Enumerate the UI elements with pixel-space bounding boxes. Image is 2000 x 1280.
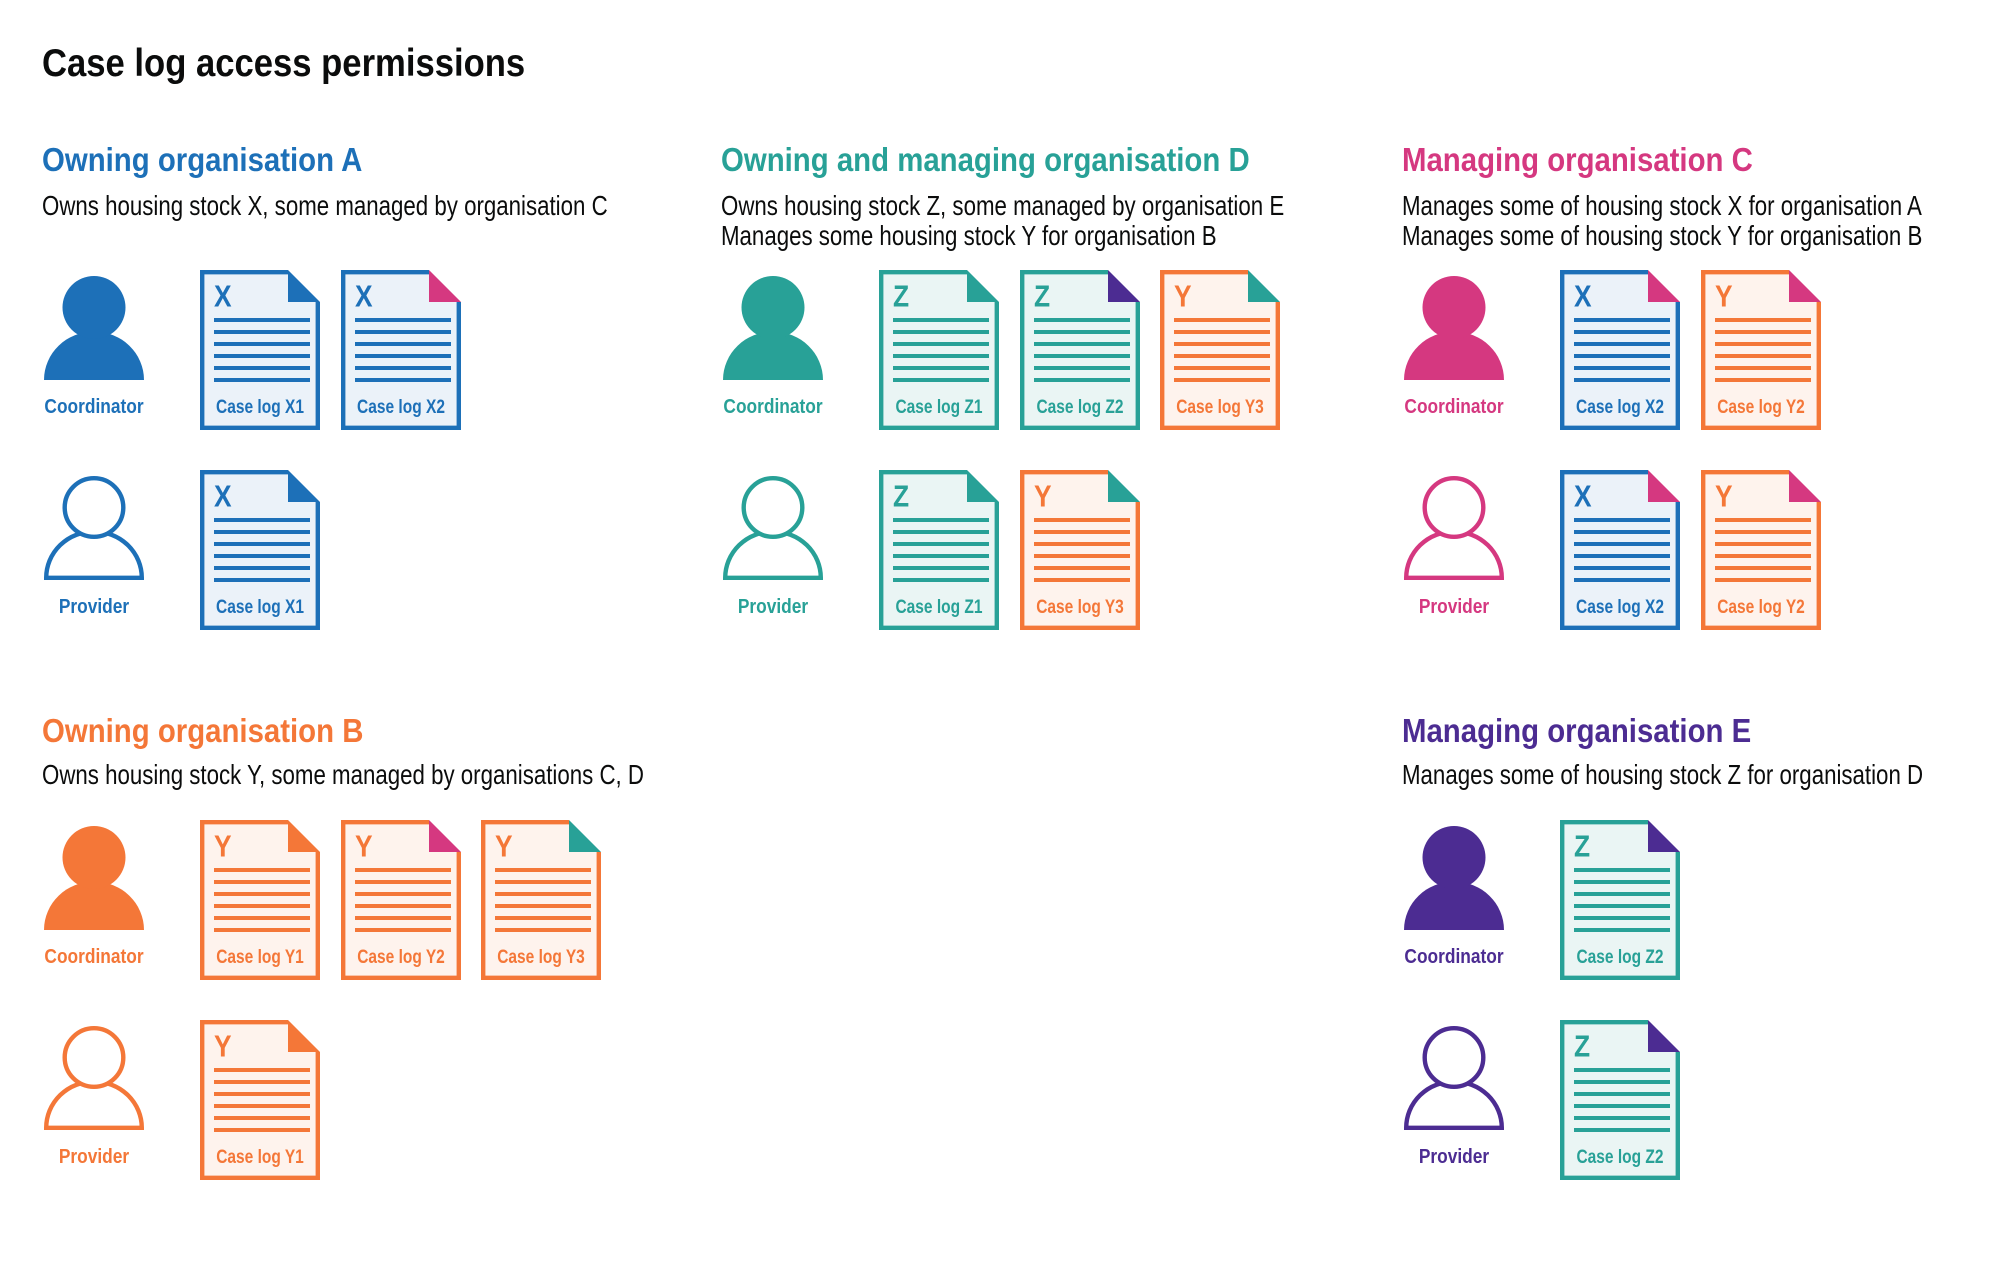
svg-text:Case log X2: Case log X2 — [1576, 395, 1664, 417]
svg-text:Case log Z2: Case log Z2 — [1576, 1145, 1663, 1167]
svg-text:Provider: Provider — [1419, 596, 1490, 619]
svg-text:Case log Y1: Case log Y1 — [216, 945, 304, 967]
svg-text:Z: Z — [1574, 830, 1590, 864]
svg-text:Case log Y2: Case log Y2 — [1717, 595, 1805, 617]
svg-text:Y: Y — [355, 830, 373, 864]
svg-text:Case log Z1: Case log Z1 — [895, 395, 982, 417]
svg-text:Coordinator: Coordinator — [723, 396, 823, 419]
svg-text:Case log Y3: Case log Y3 — [1176, 395, 1264, 417]
svg-text:Provider: Provider — [1419, 1146, 1490, 1169]
svg-text:Coordinator: Coordinator — [1404, 396, 1504, 419]
svg-text:Case log Y1: Case log Y1 — [216, 1145, 304, 1167]
svg-text:Y: Y — [1715, 480, 1733, 514]
svg-text:Z: Z — [1574, 1030, 1590, 1064]
svg-text:Case log Z1: Case log Z1 — [895, 595, 982, 617]
svg-text:Y: Y — [1174, 280, 1192, 314]
svg-text:Y: Y — [495, 830, 513, 864]
svg-text:Coordinator: Coordinator — [44, 946, 144, 969]
svg-text:Case log Y3: Case log Y3 — [497, 945, 585, 967]
svg-text:Case log X1: Case log X1 — [216, 395, 304, 417]
svg-text:Case log Z2: Case log Z2 — [1576, 945, 1663, 967]
svg-text:X: X — [214, 280, 232, 314]
svg-text:Y: Y — [1034, 480, 1052, 514]
svg-text:Case log X2: Case log X2 — [1576, 595, 1664, 617]
svg-text:Y: Y — [214, 830, 232, 864]
svg-text:Case log Y2: Case log Y2 — [1717, 395, 1805, 417]
svg-text:Case log Z2: Case log Z2 — [1036, 395, 1123, 417]
svg-text:Case log Y2: Case log Y2 — [357, 945, 445, 967]
svg-text:Coordinator: Coordinator — [1404, 946, 1504, 969]
svg-text:X: X — [214, 480, 232, 514]
svg-text:Coordinator: Coordinator — [44, 396, 144, 419]
svg-text:Provider: Provider — [59, 596, 130, 619]
svg-text:Z: Z — [1034, 280, 1050, 314]
svg-text:Y: Y — [1715, 280, 1733, 314]
svg-text:X: X — [355, 280, 373, 314]
svg-text:X: X — [1574, 280, 1592, 314]
svg-text:Z: Z — [893, 280, 909, 314]
svg-text:Provider: Provider — [738, 596, 809, 619]
svg-text:Case log X2: Case log X2 — [357, 395, 445, 417]
svg-text:Case log Y3: Case log Y3 — [1036, 595, 1124, 617]
svg-text:Z: Z — [893, 480, 909, 514]
svg-text:Y: Y — [214, 1030, 232, 1064]
svg-text:X: X — [1574, 480, 1592, 514]
svg-text:Case log X1: Case log X1 — [216, 595, 304, 617]
svg-text:Provider: Provider — [59, 1146, 130, 1169]
